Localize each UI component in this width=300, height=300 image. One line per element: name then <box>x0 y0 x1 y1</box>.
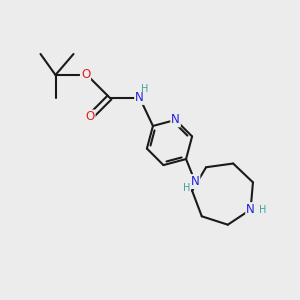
Text: H: H <box>260 205 267 214</box>
Text: H: H <box>141 83 148 94</box>
Text: N: N <box>246 203 255 216</box>
Text: N: N <box>135 91 144 104</box>
Text: H: H <box>183 183 190 193</box>
Text: N: N <box>191 175 200 188</box>
Text: O: O <box>81 68 90 82</box>
Text: O: O <box>85 110 94 124</box>
Text: N: N <box>171 113 180 126</box>
